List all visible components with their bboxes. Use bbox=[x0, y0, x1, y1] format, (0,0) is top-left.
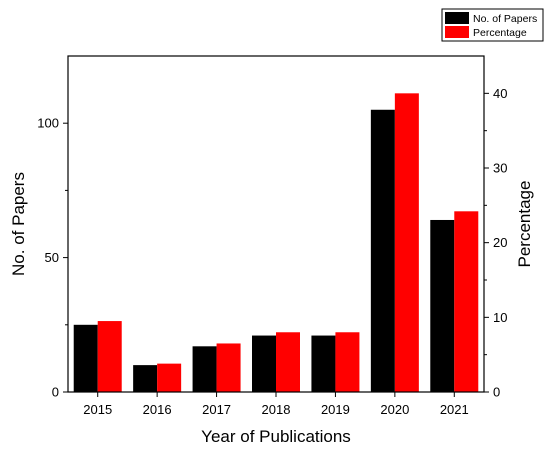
y-right-tick-label-0: 0 bbox=[493, 385, 500, 400]
y-left-tick-label-50: 50 bbox=[45, 250, 59, 265]
x-tick-label-2016: 2016 bbox=[143, 402, 172, 417]
y-axis-right-title: Percentage bbox=[515, 181, 534, 268]
bar-papers-2015 bbox=[73, 324, 98, 392]
bar-papers-2017 bbox=[192, 346, 217, 392]
x-tick-label-2020: 2020 bbox=[380, 402, 409, 417]
bar-percentage-2015 bbox=[97, 321, 122, 392]
legend-swatch-papers bbox=[445, 12, 469, 24]
x-tick-label-2017: 2017 bbox=[202, 402, 231, 417]
y-right-tick-label-10: 10 bbox=[493, 310, 507, 325]
bar-percentage-2017 bbox=[216, 343, 241, 392]
y-right-tick-label-20: 20 bbox=[493, 235, 507, 250]
y-right-tick-label-40: 40 bbox=[493, 86, 507, 101]
legend-label-percentage: Percentage bbox=[473, 27, 527, 39]
x-tick-label-2019: 2019 bbox=[321, 402, 350, 417]
bar-papers-2021 bbox=[430, 219, 455, 392]
legend-label-papers: No. of Papers bbox=[473, 13, 537, 25]
bar-percentage-2019 bbox=[335, 332, 360, 392]
y-left-tick-label-0: 0 bbox=[52, 385, 59, 400]
x-axis-title: Year of Publications bbox=[201, 427, 351, 446]
bar-papers-2019 bbox=[311, 335, 336, 392]
bar-papers-2018 bbox=[252, 335, 276, 392]
bar-percentage-2021 bbox=[454, 211, 479, 392]
x-tick-label-2015: 2015 bbox=[83, 402, 112, 417]
legend: No. of Papers Percentage bbox=[441, 8, 544, 42]
y-left-tick-label-100: 100 bbox=[37, 116, 59, 131]
bars-group bbox=[73, 93, 479, 392]
x-tick-label-2018: 2018 bbox=[262, 402, 291, 417]
bar-papers-2020 bbox=[370, 109, 395, 392]
y-axis-left-title: No. of Papers bbox=[9, 172, 28, 276]
y-right-tick-label-30: 30 bbox=[493, 161, 507, 176]
bar-percentage-2018 bbox=[276, 332, 300, 392]
legend-swatch-percentage bbox=[445, 26, 469, 38]
bar-papers-2016 bbox=[133, 365, 158, 392]
x-tick-label-2021: 2021 bbox=[440, 402, 469, 417]
bar-percentage-2016 bbox=[157, 363, 182, 392]
bar-percentage-2020 bbox=[394, 93, 419, 392]
ticks-group: 2015 2016 2017 2018 2019 2020 2021 0 50 100 0 10 20 3… bbox=[37, 86, 507, 417]
